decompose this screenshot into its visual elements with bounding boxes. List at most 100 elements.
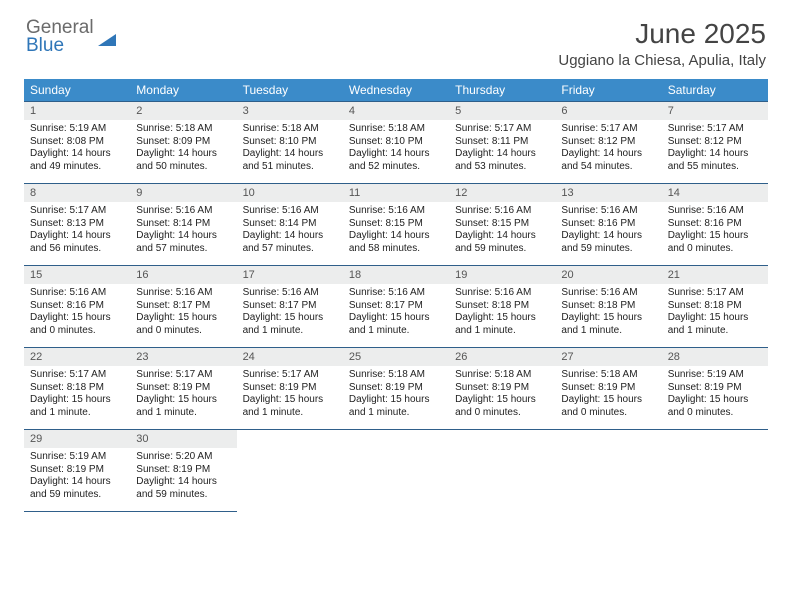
calendar-cell: 24Sunrise: 5:17 AMSunset: 8:19 PMDayligh… xyxy=(237,348,343,430)
day-detail: Sunrise: 5:17 AMSunset: 8:12 PMDaylight:… xyxy=(555,120,661,177)
day-detail-line: Daylight: 15 hours xyxy=(455,394,549,407)
day-detail-line: Daylight: 14 hours xyxy=(561,230,655,243)
calendar-cell: 14Sunrise: 5:16 AMSunset: 8:16 PMDayligh… xyxy=(662,184,768,266)
calendar-cell xyxy=(662,430,768,512)
day-detail: Sunrise: 5:20 AMSunset: 8:19 PMDaylight:… xyxy=(130,448,236,505)
calendar-cell: 9Sunrise: 5:16 AMSunset: 8:14 PMDaylight… xyxy=(130,184,236,266)
calendar-cell: 11Sunrise: 5:16 AMSunset: 8:15 PMDayligh… xyxy=(343,184,449,266)
day-detail-line: Sunrise: 5:17 AM xyxy=(668,287,762,300)
day-detail-line: Daylight: 14 hours xyxy=(30,476,124,489)
day-detail-line: Sunrise: 5:16 AM xyxy=(243,205,337,218)
day-detail-line: and 1 minute. xyxy=(243,325,337,338)
day-number: 6 xyxy=(555,102,661,120)
day-detail-line: Sunrise: 5:17 AM xyxy=(455,123,549,136)
day-header: Sunday xyxy=(24,79,130,102)
day-detail-line: Daylight: 15 hours xyxy=(136,394,230,407)
calendar-cell: 8Sunrise: 5:17 AMSunset: 8:13 PMDaylight… xyxy=(24,184,130,266)
day-detail-line: Daylight: 14 hours xyxy=(30,148,124,161)
day-detail-line: Sunrise: 5:19 AM xyxy=(30,451,124,464)
day-number: 11 xyxy=(343,184,449,202)
day-detail-line: Daylight: 14 hours xyxy=(668,148,762,161)
day-detail-line: Sunrise: 5:16 AM xyxy=(30,287,124,300)
day-detail-line: Daylight: 14 hours xyxy=(243,230,337,243)
day-detail: Sunrise: 5:16 AMSunset: 8:16 PMDaylight:… xyxy=(24,284,130,341)
page-title: June 2025 xyxy=(558,18,766,50)
day-detail-line: Daylight: 15 hours xyxy=(668,312,762,325)
day-detail-line: Sunrise: 5:16 AM xyxy=(349,205,443,218)
calendar-cell: 10Sunrise: 5:16 AMSunset: 8:14 PMDayligh… xyxy=(237,184,343,266)
day-detail-line: Sunset: 8:12 PM xyxy=(668,136,762,149)
day-detail-line: Sunrise: 5:17 AM xyxy=(30,369,124,382)
calendar-week-row: 29Sunrise: 5:19 AMSunset: 8:19 PMDayligh… xyxy=(24,430,768,512)
day-detail-line: Daylight: 15 hours xyxy=(455,312,549,325)
day-detail: Sunrise: 5:17 AMSunset: 8:12 PMDaylight:… xyxy=(662,120,768,177)
calendar-cell: 27Sunrise: 5:18 AMSunset: 8:19 PMDayligh… xyxy=(555,348,661,430)
day-detail-line: Sunset: 8:16 PM xyxy=(561,218,655,231)
day-detail-line: and 55 minutes. xyxy=(668,161,762,174)
day-detail-line: Sunrise: 5:17 AM xyxy=(668,123,762,136)
day-detail-line: Sunrise: 5:18 AM xyxy=(561,369,655,382)
day-detail-line: Sunrise: 5:16 AM xyxy=(349,287,443,300)
calendar-week-row: 22Sunrise: 5:17 AMSunset: 8:18 PMDayligh… xyxy=(24,348,768,430)
day-detail: Sunrise: 5:19 AMSunset: 8:19 PMDaylight:… xyxy=(24,448,130,505)
day-detail-line: Sunrise: 5:19 AM xyxy=(668,369,762,382)
day-number: 21 xyxy=(662,266,768,284)
day-detail-line: Sunrise: 5:18 AM xyxy=(136,123,230,136)
day-detail-line: and 52 minutes. xyxy=(349,161,443,174)
day-detail-line: and 56 minutes. xyxy=(30,243,124,256)
calendar-cell: 2Sunrise: 5:18 AMSunset: 8:09 PMDaylight… xyxy=(130,102,236,184)
day-detail-line: Sunset: 8:19 PM xyxy=(30,464,124,477)
day-detail-line: Sunset: 8:18 PM xyxy=(30,382,124,395)
calendar-cell: 26Sunrise: 5:18 AMSunset: 8:19 PMDayligh… xyxy=(449,348,555,430)
day-detail: Sunrise: 5:18 AMSunset: 8:19 PMDaylight:… xyxy=(449,366,555,423)
day-number: 8 xyxy=(24,184,130,202)
day-header: Monday xyxy=(130,79,236,102)
day-number: 4 xyxy=(343,102,449,120)
day-detail-line: and 1 minute. xyxy=(668,325,762,338)
day-detail-line: and 53 minutes. xyxy=(455,161,549,174)
day-detail-line: and 0 minutes. xyxy=(455,407,549,420)
day-detail: Sunrise: 5:17 AMSunset: 8:18 PMDaylight:… xyxy=(24,366,130,423)
day-detail-line: Sunset: 8:11 PM xyxy=(455,136,549,149)
day-detail: Sunrise: 5:16 AMSunset: 8:18 PMDaylight:… xyxy=(449,284,555,341)
day-detail-line: Sunset: 8:19 PM xyxy=(561,382,655,395)
day-detail-line: Sunrise: 5:16 AM xyxy=(455,205,549,218)
day-detail-line: Sunrise: 5:17 AM xyxy=(243,369,337,382)
day-detail-line: Daylight: 14 hours xyxy=(349,230,443,243)
day-detail-line: Daylight: 15 hours xyxy=(243,394,337,407)
day-detail-line: Sunrise: 5:16 AM xyxy=(455,287,549,300)
day-detail-line: Sunrise: 5:18 AM xyxy=(349,123,443,136)
day-detail-line: and 59 minutes. xyxy=(455,243,549,256)
day-detail-line: Sunset: 8:19 PM xyxy=(668,382,762,395)
calendar-cell: 29Sunrise: 5:19 AMSunset: 8:19 PMDayligh… xyxy=(24,430,130,512)
day-number: 24 xyxy=(237,348,343,366)
day-detail: Sunrise: 5:17 AMSunset: 8:13 PMDaylight:… xyxy=(24,202,130,259)
day-detail-line: Sunset: 8:18 PM xyxy=(668,300,762,313)
day-number: 20 xyxy=(555,266,661,284)
day-detail-line: and 51 minutes. xyxy=(243,161,337,174)
calendar-cell: 15Sunrise: 5:16 AMSunset: 8:16 PMDayligh… xyxy=(24,266,130,348)
day-detail: Sunrise: 5:16 AMSunset: 8:15 PMDaylight:… xyxy=(343,202,449,259)
calendar-week-row: 8Sunrise: 5:17 AMSunset: 8:13 PMDaylight… xyxy=(24,184,768,266)
day-detail-line: Sunrise: 5:16 AM xyxy=(136,287,230,300)
day-number: 23 xyxy=(130,348,236,366)
day-detail-line: Sunrise: 5:18 AM xyxy=(243,123,337,136)
day-detail-line: Sunset: 8:18 PM xyxy=(455,300,549,313)
page-subtitle: Uggiano la Chiesa, Apulia, Italy xyxy=(558,52,766,69)
day-detail-line: and 54 minutes. xyxy=(561,161,655,174)
day-detail: Sunrise: 5:18 AMSunset: 8:19 PMDaylight:… xyxy=(555,366,661,423)
day-detail-line: Sunrise: 5:17 AM xyxy=(561,123,655,136)
day-number: 29 xyxy=(24,430,130,448)
day-number: 26 xyxy=(449,348,555,366)
day-detail-line: and 59 minutes. xyxy=(561,243,655,256)
day-detail-line: Sunset: 8:17 PM xyxy=(136,300,230,313)
day-number: 27 xyxy=(555,348,661,366)
day-detail: Sunrise: 5:17 AMSunset: 8:19 PMDaylight:… xyxy=(237,366,343,423)
calendar-cell: 3Sunrise: 5:18 AMSunset: 8:10 PMDaylight… xyxy=(237,102,343,184)
day-detail-line: Daylight: 15 hours xyxy=(136,312,230,325)
day-detail-line: and 0 minutes. xyxy=(668,407,762,420)
day-detail-line: Sunset: 8:19 PM xyxy=(136,382,230,395)
day-detail-line: Daylight: 15 hours xyxy=(349,312,443,325)
day-number: 3 xyxy=(237,102,343,120)
day-detail-line: Sunset: 8:18 PM xyxy=(561,300,655,313)
